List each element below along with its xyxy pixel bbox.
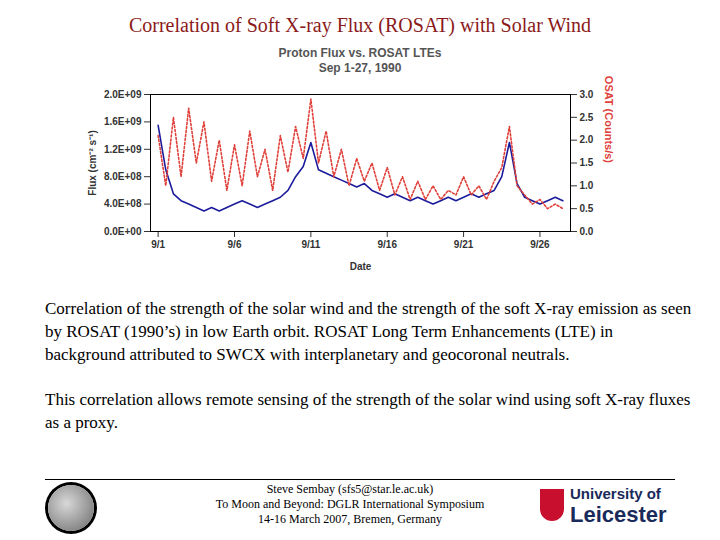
svg-text:3.0: 3.0 [580,89,594,100]
svg-text:8.0E+08: 8.0E+08 [104,171,142,182]
svg-text:Flux (cm⁻² s⁻¹): Flux (cm⁻² s⁻¹) [87,130,98,195]
html-text:Sep 1-27, 1990: Sep 1-27, 1990 [318,61,402,75]
svg-text:9/26: 9/26 [530,239,550,250]
svg-text:Date: Date [350,261,372,272]
svg-text:2.5: 2.5 [580,112,594,123]
svg-text:2.0: 2.0 [580,134,594,145]
svg-text:9/16: 9/16 [377,239,397,250]
html-text:To Moon and Beyond: DGLR Inter: To Moon and Beyond: DGLR International S… [215,497,485,511]
svg-text:0.0: 0.0 [580,226,594,237]
svg-text:1.6E+09: 1.6E+09 [104,116,142,127]
html-text:This correlation allows remote: This correlation allows remote sensing o… [45,390,691,432]
svg-text:2.0E+09: 2.0E+09 [104,89,142,100]
svg-text:1.2E+09: 1.2E+09 [104,144,142,155]
svg-text:9/11: 9/11 [301,239,320,250]
svg-text:ROSAT (Counts/s): ROSAT (Counts/s) [603,76,615,163]
html-text:Correlation of the strength of: Correlation of the strength of the solar… [45,299,692,364]
svg-text:1.5: 1.5 [580,157,594,168]
svg-text:9/21: 9/21 [454,239,474,250]
svg-text:4.0E+08: 4.0E+08 [104,198,142,209]
svg-text:9/6: 9/6 [228,239,242,250]
svg-text:0.5: 0.5 [580,203,594,214]
svg-text:1.0: 1.0 [580,180,594,191]
html-text:Steve Sembay (sfs5@star.le.ac.: Steve Sembay (sfs5@star.le.ac.uk) [266,482,434,496]
html-text:University of: University of [570,485,661,502]
html-text:Leicester: Leicester [570,502,667,527]
html-text:14-16 March 2007, Bremen, Germ: 14-16 March 2007, Bremen, Germany [258,512,442,526]
svg-text:0.0E+00: 0.0E+00 [104,226,142,237]
html-text:Correlation of Soft X-ray Flux: Correlation of Soft X-ray Flux (ROSAT) w… [128,14,592,36]
html-text:Proton Flux vs. ROSAT LTEs: Proton Flux vs. ROSAT LTEs [278,46,442,60]
svg-text:9/1: 9/1 [151,239,165,250]
